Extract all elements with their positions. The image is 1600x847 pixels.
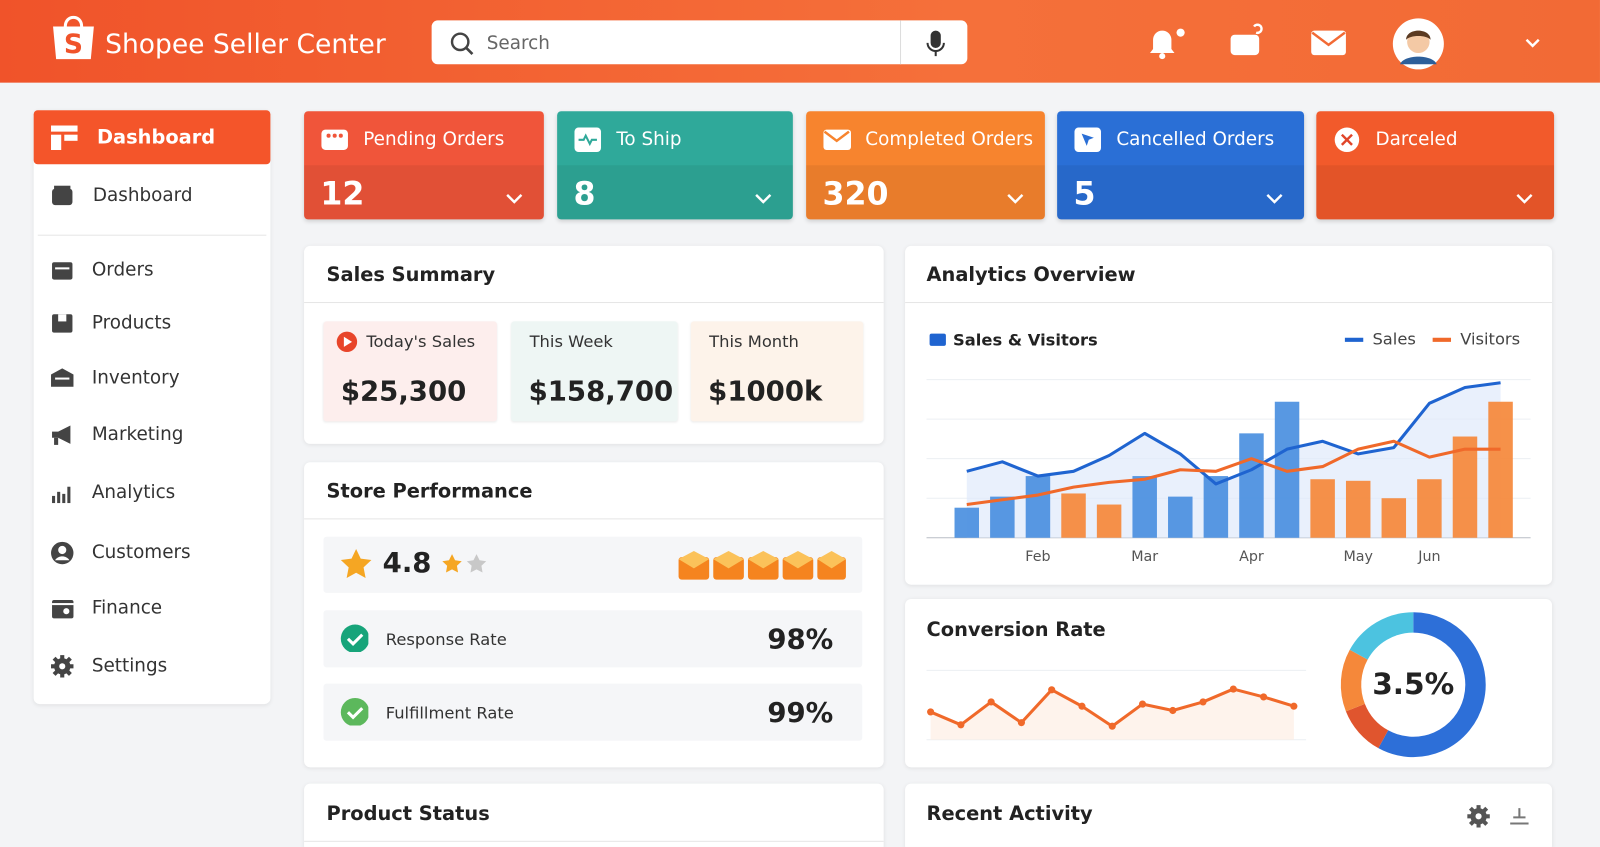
separator [304, 518, 884, 520]
mail-icon[interactable] [1309, 29, 1348, 58]
sales-label: Today's Sales [366, 331, 476, 352]
check-icon [340, 697, 369, 726]
separator [304, 840, 884, 842]
rating-stars [442, 554, 487, 573]
card-title: Store Performance [326, 480, 533, 503]
card-title: Conversion Rate [926, 618, 1106, 642]
metric-label: Response Rate [385, 629, 507, 649]
status-card[interactable] [806, 111, 1045, 220]
analytics-card [905, 245, 1553, 585]
sidebar-icon [52, 185, 73, 206]
sort-icon[interactable] [1507, 804, 1531, 828]
product-status-card [304, 783, 884, 847]
dashboard-icon [51, 125, 78, 150]
sales-label: This Week [529, 331, 613, 352]
metric-label: Fulfillment Rate [385, 703, 514, 723]
search-icon [450, 32, 474, 56]
avatar[interactable] [1392, 17, 1445, 70]
brand: Shopee Seller Center [105, 29, 386, 61]
sidebar-icon [51, 368, 74, 387]
today-icon [336, 331, 358, 353]
status-icon [574, 127, 602, 153]
sidebar-item[interactable]: Analytics [91, 481, 176, 504]
metric-value: 99% [767, 697, 834, 730]
sidebar-icon [52, 425, 71, 445]
sidebar-icon [52, 262, 73, 280]
status-label: Cancelled Orders [1116, 128, 1275, 150]
card-title: Analytics Overview [926, 263, 1136, 287]
sidebar-icon [51, 655, 74, 678]
sales-value: $158,700 [528, 376, 674, 408]
sales-value: $1000k [708, 376, 823, 408]
logo[interactable]: S [49, 12, 98, 63]
sidebar-icon [52, 599, 74, 619]
status-card-shade [806, 165, 1045, 220]
sales-tile [511, 321, 678, 422]
chat-icon[interactable] [1228, 22, 1269, 61]
rating-value: 4.8 [382, 547, 432, 580]
dropdown-chevron[interactable] [1524, 38, 1540, 50]
separator [37, 234, 267, 236]
sidebar-item[interactable]: Dashboard [92, 184, 193, 207]
sales-label: This Month [709, 331, 799, 352]
card-title: Recent Activity [926, 802, 1093, 825]
card-title: Sales Summary [326, 263, 496, 287]
status-chevron[interactable] [1002, 186, 1031, 215]
star-icon [340, 548, 372, 578]
settings-icon[interactable] [1466, 804, 1490, 828]
bell-icon[interactable] [1145, 26, 1190, 61]
sidebar-item[interactable]: Finance [91, 596, 163, 619]
mic-icon[interactable] [923, 29, 947, 60]
status-card-shade [1057, 165, 1305, 220]
sales-tile [690, 321, 864, 422]
search-box[interactable] [431, 20, 968, 65]
status-card[interactable] [1316, 111, 1555, 220]
sidebar-active-label[interactable]: Dashboard [96, 126, 216, 149]
status-chevron[interactable] [1511, 186, 1540, 215]
separator [899, 20, 902, 65]
metric-value: 98% [767, 623, 834, 656]
status-chevron[interactable] [501, 186, 530, 215]
status-value: 5 [1073, 176, 1096, 213]
status-value: 12 [320, 176, 365, 213]
separator [304, 302, 884, 304]
status-icon [823, 129, 852, 150]
check-icon [340, 624, 369, 653]
status-card-shade [304, 165, 544, 220]
sidebar-item[interactable]: Products [91, 312, 172, 334]
svg-text:S: S [64, 29, 83, 60]
status-label: To Ship [616, 128, 682, 150]
status-value: 8 [573, 176, 596, 213]
card-title: Product Status [326, 802, 490, 825]
status-card[interactable] [304, 111, 544, 220]
status-label: Darceled [1375, 128, 1458, 150]
status-label: Pending Orders [363, 128, 505, 150]
status-icon [1334, 127, 1360, 153]
sidebar-item[interactable]: Inventory [91, 367, 180, 389]
status-card-shade [557, 165, 793, 220]
status-chevron[interactable] [750, 186, 779, 215]
sidebar-icon [52, 314, 73, 333]
status-icon [1074, 127, 1102, 153]
recent-activity-card [905, 783, 1553, 847]
status-label: Completed Orders [865, 128, 1034, 150]
search-placeholder: Search [486, 32, 550, 55]
status-value: 320 [822, 176, 889, 213]
sidebar-item[interactable]: Customers [91, 541, 191, 564]
separator [905, 302, 1553, 304]
sidebar-icon [51, 541, 74, 565]
sidebar-item[interactable]: Settings [91, 655, 168, 677]
sidebar-item[interactable]: Marketing [91, 423, 184, 445]
status-chevron[interactable] [1261, 186, 1290, 215]
status-icon [321, 129, 348, 150]
sales-value: $25,300 [340, 376, 467, 408]
metric-row [323, 683, 863, 741]
metric-row [323, 610, 863, 668]
badges [678, 551, 846, 580]
sidebar-item[interactable]: Orders [91, 259, 154, 281]
sidebar-icon [52, 486, 71, 504]
status-card-shade [1316, 165, 1555, 220]
